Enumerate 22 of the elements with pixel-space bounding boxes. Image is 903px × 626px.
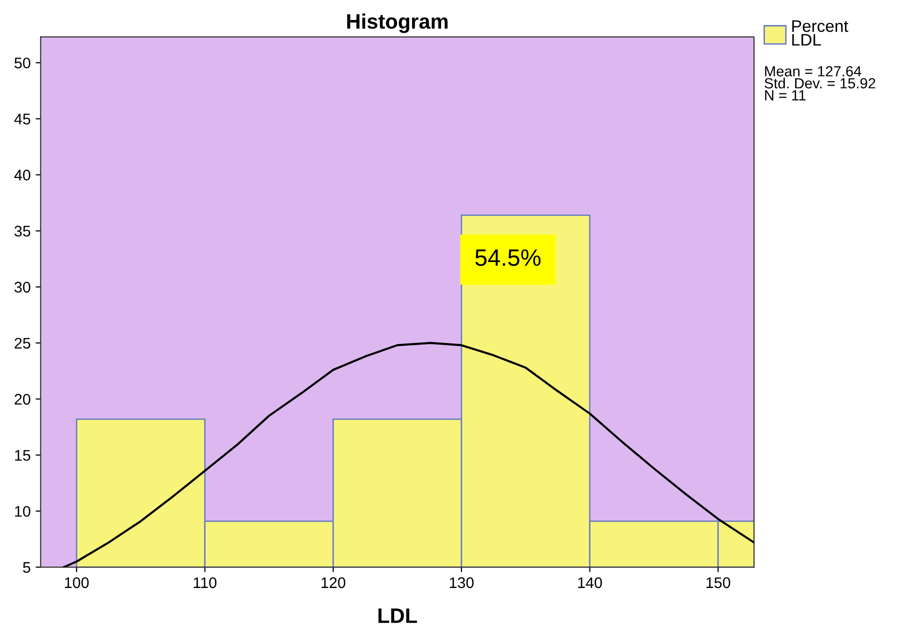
x-tick-label: 110	[194, 577, 216, 588]
y-tick-label: 45	[14, 114, 30, 124]
y-tick-label: 25	[14, 338, 30, 349]
annotation: 54.5%	[475, 249, 541, 266]
y-tick-label: 40	[14, 170, 30, 180]
y-tick-label: 20	[14, 394, 30, 405]
x-tick-label: 100	[64, 577, 89, 588]
y-tick-label: 15	[15, 450, 30, 461]
x-axis-title: LDL	[378, 608, 417, 623]
y-tick-label: 30	[14, 282, 30, 293]
chart-title: Histogram	[347, 14, 448, 34]
x-tick-label: 140	[578, 577, 602, 588]
y-tick-label: 35	[14, 226, 30, 237]
text: Mean = 127.64 Std. Dev. = 15.92 N = 11	[764, 66, 876, 100]
y-tick-label: 50	[14, 58, 30, 68]
legend-label: Percent LDL	[792, 20, 848, 46]
line-series	[62, 342, 754, 568]
y-tick-label: 10	[15, 506, 30, 517]
x-tick-label: 150	[706, 577, 730, 588]
x-tick-label: 130	[450, 577, 474, 588]
y-tick-label: 5	[23, 562, 30, 573]
x-tick-label: 120	[322, 577, 346, 588]
